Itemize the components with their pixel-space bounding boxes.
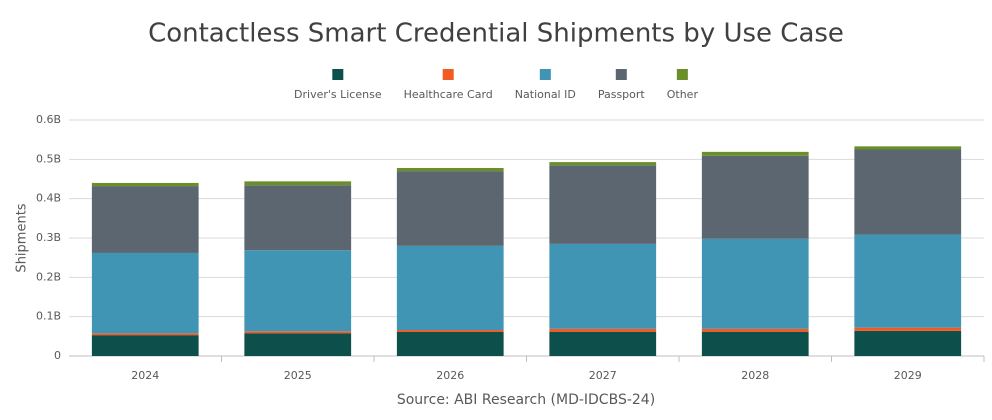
bar-segment — [701, 332, 809, 356]
bar-segment — [244, 333, 352, 356]
bar-segment — [549, 165, 657, 244]
bar-segment — [244, 185, 352, 251]
bar-segment — [91, 252, 199, 334]
x-tick-label: 2028 — [741, 369, 769, 382]
bar-segment — [701, 328, 809, 333]
x-tick-label: 2025 — [284, 369, 312, 382]
bar-segment — [854, 146, 962, 150]
bar-segment — [91, 182, 199, 187]
y-tick-label: 0.1B — [36, 310, 61, 323]
bar-segment — [91, 335, 199, 356]
bar-segment — [244, 331, 352, 334]
bar-segment — [396, 245, 504, 331]
legend-marker — [539, 69, 551, 80]
y-axis-label: Shipments — [15, 203, 30, 272]
legend-marker — [332, 69, 344, 80]
legend-label: Driver's License — [294, 88, 382, 101]
bar-segment — [244, 181, 352, 186]
bar-segment — [396, 330, 504, 333]
bar-segment — [854, 330, 962, 356]
bar-segment — [701, 155, 809, 239]
x-tick-label: 2026 — [436, 369, 464, 382]
y-tick-label: 0.3B — [36, 231, 61, 244]
bar-segment — [244, 250, 352, 332]
bar-segment — [396, 167, 504, 172]
bar-segment — [91, 186, 199, 253]
bar-segment — [91, 333, 199, 336]
source-note: Source: ABI Research (MD-IDCBS-24) — [397, 392, 655, 408]
legend-marker — [442, 69, 454, 80]
bar-segment — [549, 243, 657, 329]
x-tick-label: 2029 — [894, 369, 922, 382]
bar-segment — [396, 171, 504, 246]
bar-segment — [549, 328, 657, 333]
x-tick-label: 2027 — [589, 369, 617, 382]
legend-label: National ID — [515, 88, 576, 101]
y-tick-label: 0.2B — [36, 270, 61, 283]
legend-label: Other — [667, 88, 699, 101]
bar-segment — [701, 151, 809, 156]
legend-marker — [676, 69, 688, 80]
bar-segment — [396, 332, 504, 356]
legend-label: Healthcare Card — [404, 88, 493, 101]
chart-title: Contactless Smart Credential Shipments b… — [148, 19, 844, 49]
y-tick-label: 0.5B — [36, 152, 61, 165]
bar-segment — [549, 162, 657, 166]
y-tick-label: 0.6B — [36, 113, 61, 126]
y-tick-label: 0.4B — [36, 192, 61, 205]
bar-segment — [854, 327, 962, 331]
bar-segment — [854, 149, 962, 235]
y-tick-label: 0 — [54, 349, 61, 362]
legend-label: Passport — [598, 88, 646, 101]
bar-segment — [701, 238, 809, 329]
legend-marker — [615, 69, 627, 80]
x-tick-label: 2024 — [131, 369, 159, 382]
bar-segment — [854, 234, 962, 328]
bar-segment — [549, 332, 657, 356]
